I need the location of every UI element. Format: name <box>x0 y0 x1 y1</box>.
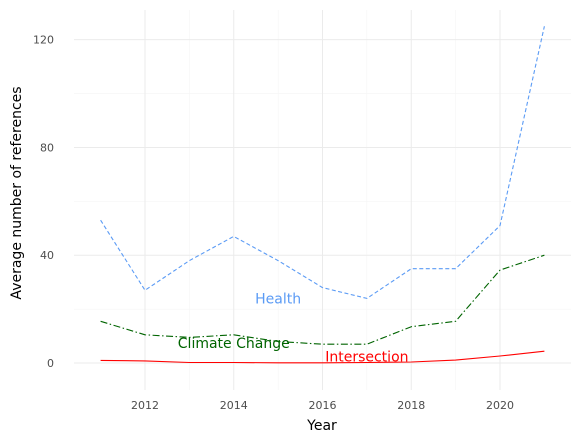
series-lines <box>100 26 545 364</box>
y-tick-label: 120 <box>33 34 54 47</box>
y-tick-labels: 0 40 80 120 <box>33 34 54 370</box>
y-tick-label: 80 <box>40 141 54 154</box>
series-line-health <box>100 26 545 299</box>
annotations: Health Climate Change Intersection <box>178 291 409 365</box>
x-tick-label: 2014 <box>220 399 248 412</box>
annotation-intersection: Intersection <box>325 349 408 365</box>
y-axis-label: Average number of references <box>9 86 25 299</box>
x-tick-label: 2020 <box>486 399 514 412</box>
grid <box>74 10 571 390</box>
x-tick-label: 2016 <box>309 399 337 412</box>
x-axis-label: Year <box>306 418 337 434</box>
x-tick-labels: 2012 2014 2016 2018 2020 <box>131 399 514 412</box>
series-line-intersection <box>100 350 545 364</box>
x-tick-label: 2018 <box>397 399 425 412</box>
y-tick-label: 40 <box>40 249 54 262</box>
x-tick-label: 2012 <box>131 399 159 412</box>
annotation-climate-change: Climate Change <box>178 336 290 352</box>
annotation-health: Health <box>255 291 301 307</box>
y-tick-label: 0 <box>47 357 54 370</box>
series-line-climate-change <box>100 254 545 345</box>
